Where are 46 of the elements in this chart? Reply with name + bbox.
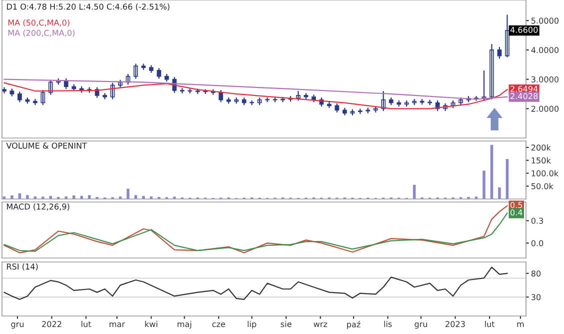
y-tick-label: 30 (531, 294, 541, 300)
x-tick-label: lut (485, 320, 495, 328)
x-tick-label: m (517, 322, 524, 327)
x-tick-label: gru (414, 322, 428, 329)
data-label: 0.5 (510, 202, 522, 208)
chart-title: MACD (12,26,9) (6, 203, 70, 211)
y-tick-label: 0.3 (531, 218, 544, 224)
y-tick-label: 3.0000 (531, 76, 559, 82)
candlestick (180, 88, 184, 94)
y-tick-label: 100.0k (532, 170, 559, 176)
y-tick-label: 150k (532, 157, 551, 164)
data-label: 0.4 (510, 209, 522, 216)
text: MA (50,C,MA,0) (8, 19, 70, 27)
x-tick-label: mar (110, 322, 126, 328)
x-tick-label: lut (82, 320, 92, 328)
bar (26, 195, 29, 199)
x-tick-label: lip (248, 320, 256, 329)
y-tick-label: 80 (531, 270, 541, 277)
bar (498, 187, 501, 199)
bar (482, 170, 486, 199)
x-tick-label: paź (347, 320, 360, 329)
x-tick-label: lis (384, 320, 392, 328)
x-tick-label: kwi (145, 320, 158, 327)
y-tick-label: 2.0000 (531, 106, 559, 112)
x-tick-label: 2022 (42, 321, 62, 328)
y-tick-label: 5.0000 (531, 18, 559, 24)
y-tick-label: 200k (531, 144, 551, 151)
y-tick-label: 4.0000 (531, 46, 559, 54)
y-tick-label: 50.0k (531, 183, 554, 190)
bar (10, 195, 14, 199)
text: 4.6600 (510, 26, 538, 33)
x-tick-label: maj (178, 320, 192, 329)
data-label: 2.6494 (510, 86, 538, 92)
bar (126, 188, 130, 199)
candlestick (358, 108, 362, 114)
y-tick-label: 0.0 (531, 240, 544, 246)
x-tick-label: wrz (314, 322, 328, 327)
chart-title: VOLUME & OPENINT (6, 142, 87, 149)
x-tick-label: sie (280, 320, 292, 328)
chart-title: D1 O:4.78 H:5.20 L:4.50 C:4.66 (-2.51%) (6, 3, 170, 11)
x-tick-label: 2023 (446, 321, 465, 328)
x-tick-label: cze (212, 322, 226, 328)
data-label: 2.4028 (510, 93, 538, 100)
chart-title: RSI (14) (6, 263, 38, 271)
x-tick-label: gru (11, 322, 24, 329)
text: MA (200,C,MA,0) (8, 30, 75, 37)
